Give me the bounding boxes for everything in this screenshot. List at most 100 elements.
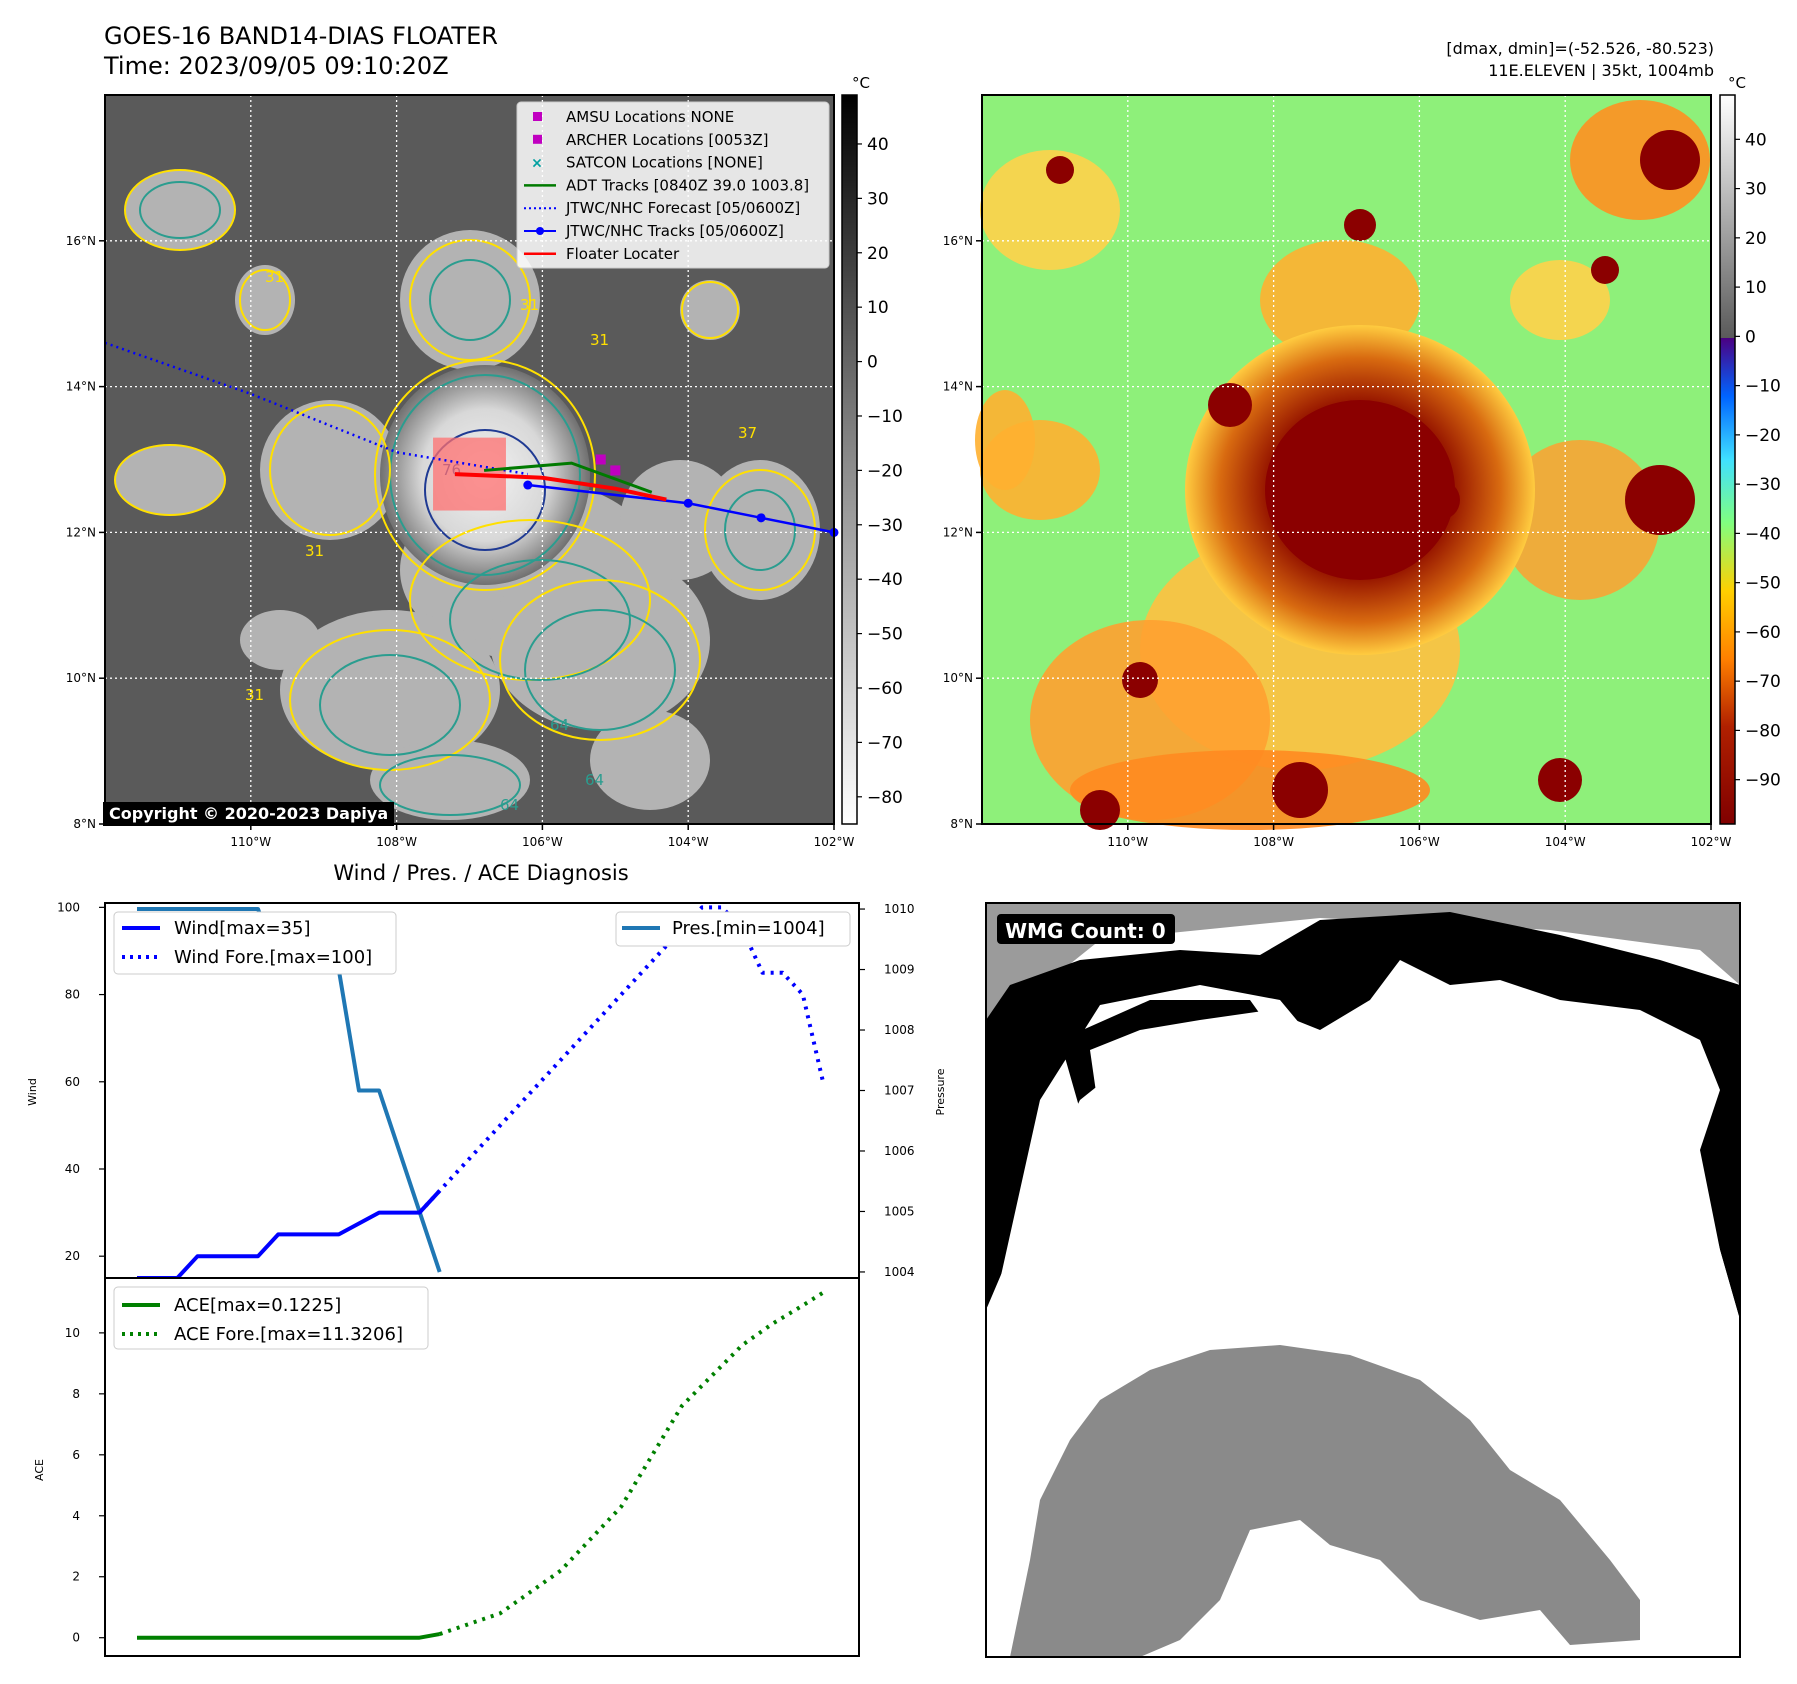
colorbar-tick-label: −40: [867, 570, 903, 590]
contour-label: 31: [520, 296, 539, 314]
floater-track: [454, 472, 667, 502]
ace-tick-label: 10: [65, 1326, 80, 1340]
color-colorbar-ticks: 40 30 20 10 0 −10 −20 −30 −40 −50 −60 −70 −80 −90: [1735, 130, 1781, 791]
ace-legend-label: ACE[max=0.1225]: [174, 1295, 341, 1316]
ir-color-deep-convection: [1046, 130, 1700, 830]
legend-items: AMSU Locations NONE ARCHER Locations [005…: [524, 108, 809, 263]
color-colorbar-top: [1720, 95, 1735, 338]
lat-tick-label: 16°N: [943, 234, 973, 248]
diagnosis-title: Wind / Pres. / ACE Diagnosis: [333, 861, 628, 885]
jtwc-track-point: [523, 480, 533, 490]
pressure-tick-label: 1010: [884, 902, 915, 916]
ace-tick-label: 6: [72, 1448, 80, 1462]
wmg-frame: [985, 902, 1741, 1658]
colorbar-tick-label: −30: [1745, 475, 1781, 495]
storm-info-label: 11E.ELEVEN | 35kt, 1004mb: [1488, 61, 1714, 80]
wind-fore-legend-label: Wind Fore.[max=100]: [174, 947, 372, 968]
contour-label: 31: [265, 268, 284, 286]
color-colorbar-bottom: [1720, 338, 1735, 824]
dmax-dmin-label: [dmax, dmin]=(-52.526, -80.523): [1446, 39, 1714, 58]
lon-tick-label: 108°W: [1253, 835, 1294, 849]
legend-label: JTWC/NHC Forecast [05/0600Z]: [565, 199, 800, 217]
lon-tick-label: 104°W: [668, 835, 709, 849]
ace-fore-legend-label: ACE Fore.[max=11.3206]: [174, 1324, 403, 1345]
legend-label: ADT Tracks [0840Z 39.0 1003.8]: [566, 176, 809, 194]
color-colorbar-unit: °C: [1728, 74, 1746, 92]
lon-tick-label: 106°W: [522, 835, 563, 849]
contour-label: 64: [585, 771, 604, 789]
wmg-panel: WMG Count: 0: [985, 902, 1741, 1658]
grayscale-colorbar-ticks: 40 30 20 10 0 −10 −20 −30 −40 −50 −60 −70 −80: [857, 135, 903, 808]
figure-time: Time: 2023/09/05 09:10:20Z: [103, 52, 449, 80]
lon-tick-label: 102°W: [1691, 835, 1732, 849]
pressure-tick-label: 1009: [884, 963, 915, 977]
ace-tick-label: 2: [72, 1570, 80, 1584]
ace-series: [137, 1290, 825, 1640]
pressure-legend: Pres.[min=1004]: [615, 911, 851, 947]
colorbar-tick-label: 0: [867, 353, 878, 373]
wmg-count-badge: [997, 914, 1175, 944]
pressure-tick-label: 1007: [884, 1084, 915, 1098]
wind-tick-label: 20: [65, 1249, 80, 1263]
ace-tick-label: 8: [72, 1387, 80, 1401]
grayscale-colorbar-fill: [841, 94, 858, 825]
colorbar-tick-label: −10: [867, 407, 903, 427]
ir-color-ticks: 110°W 108°W 106°W 104°W 102°W 16°N 14°N 12°N 10°…: [943, 234, 1732, 849]
wind-tick-label: 100: [57, 900, 80, 914]
colorbar-tick-label: −10: [1745, 377, 1781, 397]
contour-label: 31: [590, 331, 609, 349]
lat-tick-label: 12°N: [943, 525, 973, 539]
wind-legend: Wind[max=35] Wind Fore.[max=100]: [113, 911, 397, 975]
color-colorbar-frame: [1719, 94, 1736, 825]
pressure-axis-label: Pressure: [934, 1068, 947, 1115]
legend-marker-x: ×: [531, 156, 543, 172]
wind-legend-label: Wind[max=35]: [174, 918, 311, 939]
wind-axis-ticks: 20 40 60 80 100: [57, 900, 105, 1263]
colorbar-tick-label: 40: [867, 135, 889, 155]
contour-label: 31: [305, 542, 324, 560]
pressure-tick-label: 1008: [884, 1023, 915, 1037]
series-line: [418, 905, 825, 1214]
adt-track: [483, 461, 653, 494]
colorbar-tick-label: −40: [1745, 524, 1781, 544]
colorbar-tick-label: −70: [867, 733, 903, 753]
lon-tick-label: 102°W: [814, 835, 855, 849]
jtwc-forecast-track: [104, 341, 529, 476]
colorbar-tick-label: 30: [1745, 180, 1767, 200]
ace-legend: ACE[max=0.1225] ACE Fore.[max=11.3206]: [113, 1286, 429, 1350]
wind-tick-label: 60: [65, 1075, 80, 1089]
grayscale-colorbar-unit: °C: [852, 74, 870, 92]
lon-tick-label: 104°W: [1545, 835, 1586, 849]
colorbar-tick-label: 20: [1745, 229, 1767, 249]
ir-grayscale-panel: 31 31 31 31 37 76 64 64 64 31 110°W108°W…: [66, 94, 855, 849]
colorbar-tick-label: 10: [1745, 278, 1767, 298]
pressure-tick-label: 1005: [884, 1204, 915, 1218]
legend-marker-square: [533, 112, 542, 121]
ace-chart: ACE 0 2 4 6 8 10 ACE[max=0.1225] ACE Fore.[ma…: [33, 1277, 860, 1657]
legend-label: JTWC/NHC Tracks [05/0600Z]: [565, 222, 784, 240]
colorbar-tick-label: −70: [1745, 672, 1781, 692]
legend-label: Floater Locater: [566, 245, 680, 263]
colorbar-tick-label: 20: [867, 244, 889, 264]
wmg-count-label: WMG Count: 0: [1005, 919, 1166, 943]
color-colorbar: °C 40 30 20 10 0 −10 −20 −30 −40 −50 −60 −70 −80 −90: [1719, 74, 1781, 825]
lon-tick-label: 108°W: [376, 835, 417, 849]
wind-axis-label: Wind: [26, 1078, 39, 1106]
ir-color-frame: [981, 94, 1712, 825]
colorbar-tick-label: −30: [867, 516, 903, 536]
ir-grayscale-frame: [104, 94, 835, 825]
lat-tick-label: 14°N: [66, 380, 96, 394]
copyright-label: Copyright © 2020-2023 Dapiya: [103, 802, 395, 826]
wind-tick-label: 40: [65, 1162, 80, 1176]
archer-point: [610, 465, 621, 476]
pressure-legend-label: Pres.[min=1004]: [672, 918, 825, 939]
colorbar-tick-label: 0: [1745, 327, 1756, 347]
jtwc-track-point: [756, 513, 766, 523]
wind-legend-box: [113, 911, 397, 975]
wind-tick-label: 80: [65, 988, 80, 1002]
figure-title: GOES-16 BAND14-DIAS FLOATER: [104, 22, 498, 50]
lon-tick-label: 106°W: [1399, 835, 1440, 849]
ir-grayscale-clouds: [115, 170, 820, 820]
colorbar-tick-label: 40: [1745, 130, 1767, 150]
colorbar-tick-label: −60: [1745, 623, 1781, 643]
